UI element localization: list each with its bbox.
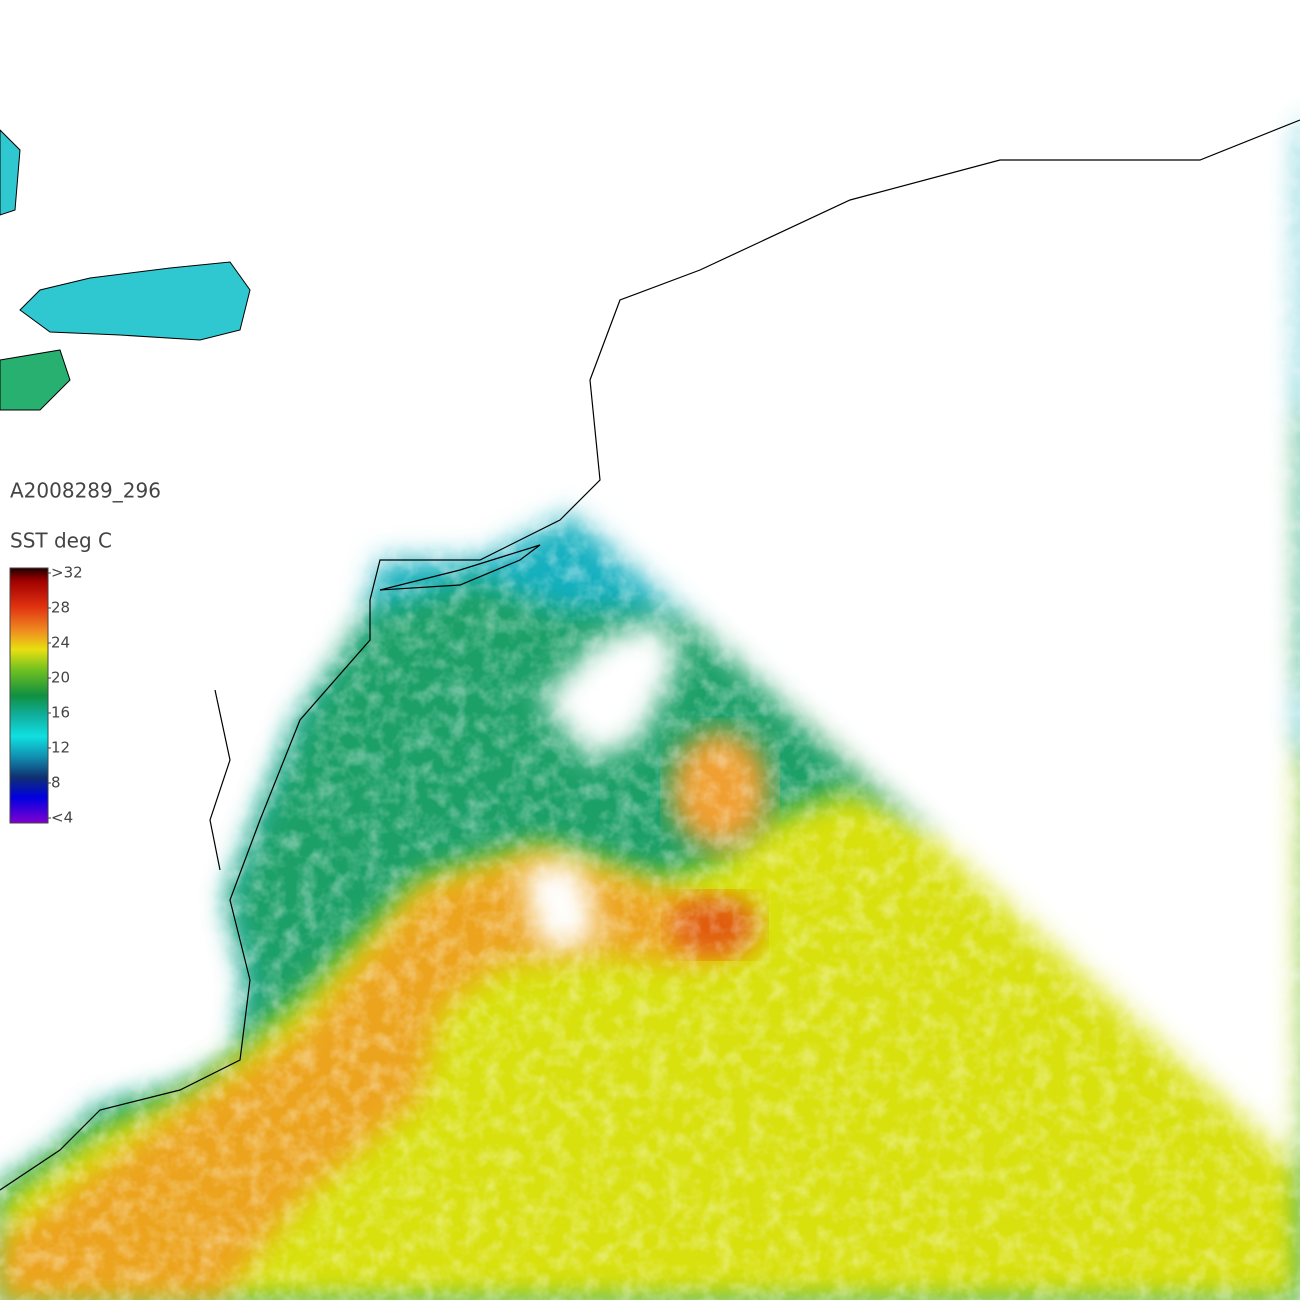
coastline [0, 119, 1300, 1191]
legend-tick-label: 24 [51, 634, 70, 652]
legend-tick-label: <4 [51, 809, 73, 827]
long-island [379, 544, 541, 591]
cloud [0, 0, 1300, 1200]
cloud [1010, 280, 1300, 420]
legend-tick-label: 12 [51, 739, 70, 757]
lake [0, 129, 21, 216]
legend-tick-label: 28 [51, 599, 70, 617]
cloud [540, 620, 680, 760]
coast [0, 600, 371, 1191]
cloud [520, 860, 600, 950]
lake [19, 261, 251, 341]
legend-tick-label: 8 [51, 774, 61, 792]
chesapeake [209, 689, 231, 871]
cloud [1100, 420, 1170, 490]
lakes [0, 129, 251, 411]
cloud [1100, 710, 1160, 820]
legend: A2008289_296 SST deg C >32 28 24 20 16 12 8 <4 [9, 479, 161, 827]
coast [369, 119, 1300, 601]
legend-title: SST deg C [10, 529, 112, 553]
clouds [0, 0, 1300, 1200]
color-bar [9, 567, 49, 824]
legend-tick-label: 20 [51, 669, 70, 687]
legend-tick-label: >32 [51, 564, 83, 582]
legend-tick-label: 16 [51, 704, 70, 722]
image-id: A2008289_296 [10, 479, 161, 503]
lake [0, 349, 71, 411]
